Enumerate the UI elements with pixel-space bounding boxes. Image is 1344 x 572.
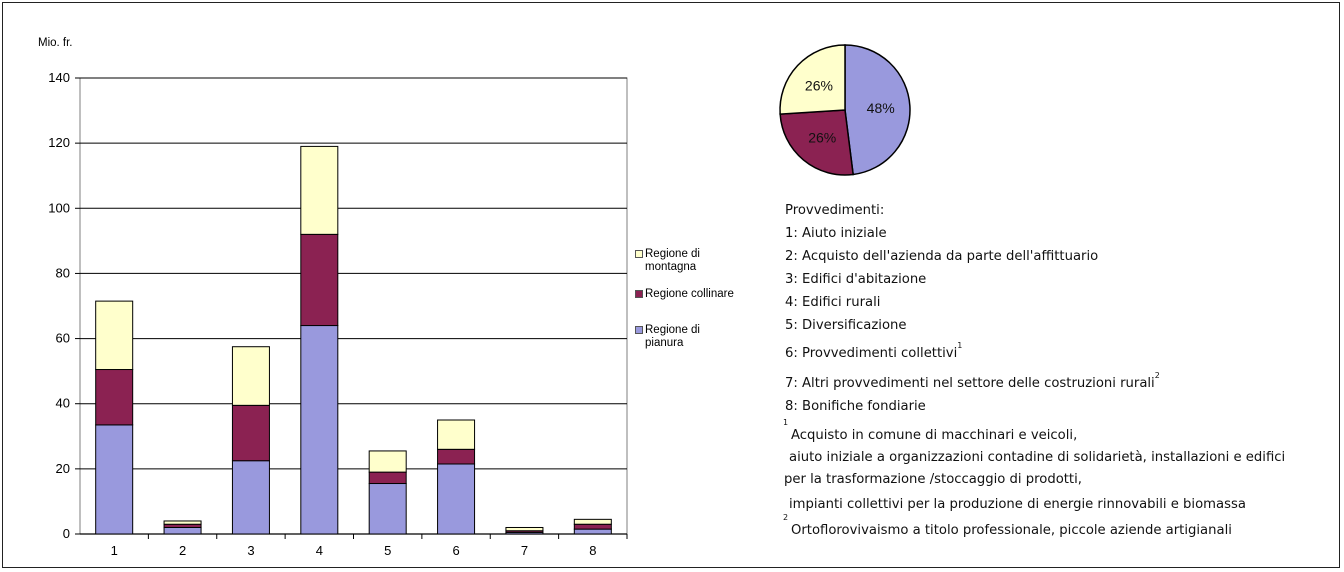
bar-5-series-3 (368, 450, 407, 473)
provvedimento-6-footnote-mark: 1 (957, 341, 963, 350)
bar-6-series-2 (437, 448, 476, 465)
legend-label-pianura-line2: pianura (645, 337, 684, 349)
y-tick-label-20: 20 (56, 461, 70, 476)
y-tick-label-60: 60 (56, 331, 70, 346)
provvedimento-8: 8: Bonifiche fondiarie (785, 399, 926, 414)
pie-label-3: 26% (805, 78, 833, 94)
y-tick-label-100: 100 (48, 200, 70, 215)
bar-8-series-2 (573, 523, 612, 530)
bar-6-series-3 (437, 419, 476, 450)
x-tick-label-1: 1 (111, 543, 118, 558)
provvedimento-3: 3: Edifici d'abitazione (785, 272, 927, 287)
provvedimento-1: 1: Aiuto iniziale (785, 226, 887, 241)
bar-2-series-3 (163, 520, 202, 525)
pie-slice-1 (844, 44, 911, 176)
provvedimento-2: 2: Acquisto dell'azienda da parte dell'a… (785, 249, 1099, 264)
provvedimento-6: 6: Provvedimenti collettivi1 (785, 341, 962, 361)
bar-8-series-1 (573, 528, 612, 535)
x-tick-label-8: 8 (589, 543, 596, 558)
bar-3-series-2 (231, 404, 270, 462)
pie-label-2: 26% (808, 130, 836, 146)
pie-chart: 48% 26% 26% (779, 44, 911, 176)
bar-4-series-1 (300, 325, 339, 535)
legend-label-collinare: Regione collinare (645, 288, 734, 300)
pie-label-1: 48% (867, 100, 895, 116)
legend-label-pianura-line1: Regione di (645, 324, 700, 336)
footnote-2-mark: 2 (783, 513, 789, 522)
x-tick-label-5: 5 (384, 543, 391, 558)
bar-5-series-2 (368, 471, 407, 485)
stacked-bar-chart: 0 20 40 60 80 100 120 140 Mio. fr. 1 2 3 4 5 6 7 8 (38, 37, 628, 558)
legend-swatch-collinare (635, 290, 643, 298)
y-tick-label-0: 0 (63, 526, 70, 541)
provvedimento-5: 5: Diversificazione (785, 318, 907, 333)
footnote-1-mark: 1 (783, 418, 789, 427)
x-tick-label-7: 7 (521, 543, 528, 558)
legend-swatch-montagna (635, 250, 643, 258)
provvedimento-6-text: 6: Provvedimenti collettivi (785, 346, 958, 361)
x-tick-label-2: 2 (179, 543, 186, 558)
plot-area (79, 77, 628, 535)
footnote-1-line1: Acquisto in comune di macchinari e veico… (791, 428, 1078, 443)
provvedimenti-heading: Provvedimenti: (785, 203, 885, 218)
y-tick-label-80: 80 (56, 265, 70, 280)
bar-4-series-3 (300, 145, 339, 235)
x-tick-label-6: 6 (452, 543, 459, 558)
legend-label-montagna-line2: montagna (645, 261, 697, 273)
y-axis-label: Mio. fr. (38, 37, 73, 49)
provvedimento-4: 4: Edifici rurali (785, 295, 881, 310)
bar-7-series-3 (505, 526, 544, 532)
pie-slice-3 (779, 44, 846, 115)
bar-1-series-3 (95, 300, 134, 371)
footnote-1-line2: aiuto iniziale a organizzazioni contadin… (789, 450, 1286, 465)
provvedimento-7-footnote-mark: 2 (1154, 371, 1160, 380)
bar-6-series-1 (437, 463, 476, 535)
bar-3-series-3 (231, 346, 270, 406)
pie-slice-2 (779, 109, 854, 176)
x-tick-label-4: 4 (316, 543, 323, 558)
bar-5-series-1 (368, 483, 407, 535)
x-tick-label-3: 3 (247, 543, 254, 558)
bar-3-series-1 (231, 460, 270, 535)
y-tick-label-40: 40 (56, 396, 70, 411)
footnote-1-line3: per la trasformazione /stoccaggio di pro… (784, 472, 1082, 487)
bar-1-series-2 (95, 369, 134, 426)
bar-2-series-1 (163, 526, 202, 535)
provvedimento-7: 7: Altri provvedimenti nel settore delle… (785, 371, 1160, 391)
footnote-1-line4: impianti collettivi per la produzione di… (789, 497, 1246, 512)
y-tick-label-140: 140 (48, 70, 70, 85)
bar-1-series-1 (95, 424, 134, 535)
legend-label-montagna-line1: Regione di (645, 248, 700, 260)
legend-swatch-pianura (635, 326, 643, 334)
bar-4-series-2 (300, 233, 339, 327)
y-tick-label-120: 120 (48, 135, 70, 150)
provvedimento-7-text: 7: Altri provvedimenti nel settore delle… (785, 376, 1155, 391)
bar-8-series-3 (573, 518, 612, 525)
footnote-2-line: Ortoflorovivaismo a titolo professionale… (791, 523, 1232, 538)
